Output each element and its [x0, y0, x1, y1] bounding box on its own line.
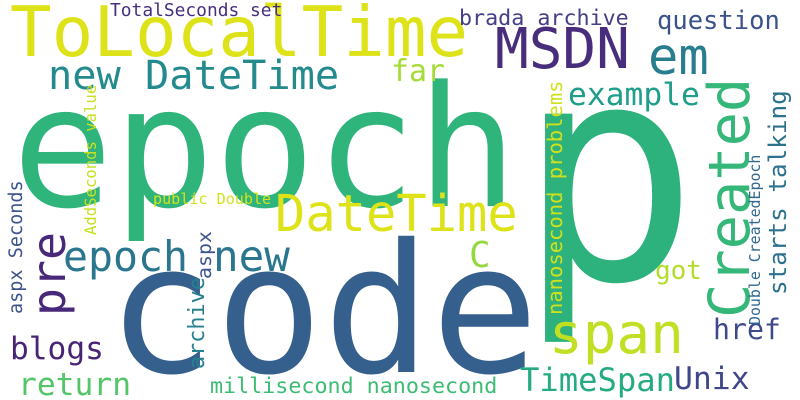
word-starts-talking: starts talking	[766, 90, 790, 295]
word-unix: Unix	[674, 364, 750, 395]
word-datetime: DateTime	[275, 189, 518, 239]
word-nanosecond-problems: nanosecond problems	[545, 81, 566, 316]
word-aspx: aspx	[195, 231, 215, 279]
word-new: new	[213, 236, 290, 279]
word-em: em	[648, 32, 709, 82]
word-return: return	[18, 370, 131, 400]
word-question: question	[657, 9, 780, 35]
word-public-double: public Double	[153, 192, 271, 207]
word-double-createdepoch: Double CreatedEpoch	[748, 155, 763, 325]
word-far: far	[391, 57, 445, 87]
word-epoch-small: epoch	[63, 236, 188, 278]
word-span: span	[549, 307, 684, 363]
word-aspx-seconds: aspx Seconds	[8, 180, 27, 314]
word-millisecond-nanosecond: millisecond nanosecond	[210, 376, 497, 398]
word-addseconds-value: AddSeconds value	[84, 85, 100, 235]
word-blogs: blogs	[10, 334, 104, 365]
word-got: got	[655, 258, 702, 284]
word-c: C	[469, 238, 491, 274]
word-brada-archive: brada archive	[459, 8, 629, 30]
word-example: example	[568, 80, 700, 111]
word-timespan: TimeSpan	[520, 364, 675, 396]
word-totalseconds-set: TotalSeconds set	[110, 2, 282, 20]
word-archive: archive	[187, 277, 209, 369]
